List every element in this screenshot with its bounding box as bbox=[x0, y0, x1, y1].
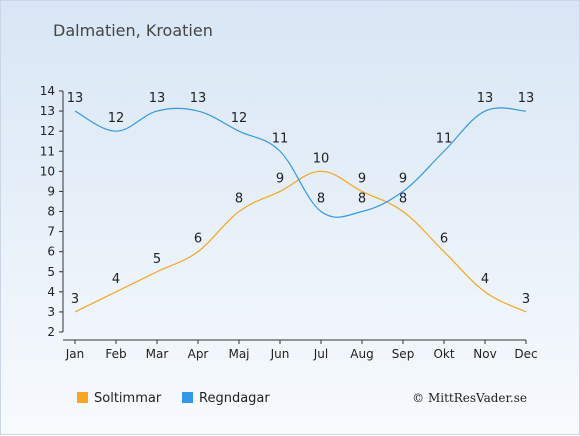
chart-title: Dalmatien, Kroatien bbox=[53, 21, 213, 40]
x-tick-label: Jul bbox=[313, 347, 328, 361]
series-line-soltimmar bbox=[74, 170, 527, 313]
data-label-regndagar: 11 bbox=[436, 131, 453, 146]
y-tick-label: 7 bbox=[47, 225, 55, 239]
y-tick-label: 5 bbox=[47, 265, 55, 279]
data-label-soltimmar: 8 bbox=[399, 192, 407, 207]
y-tick-label: 4 bbox=[47, 285, 55, 299]
legend-item-soltimmar: Soltimmar bbox=[77, 391, 161, 406]
data-label-soltimmar: 8 bbox=[235, 192, 243, 207]
x-tick-label: Jun bbox=[270, 347, 290, 361]
y-tick-label: 13 bbox=[40, 104, 55, 118]
y-tick-label: 8 bbox=[47, 205, 55, 219]
legend-label-regndagar: Regndagar bbox=[199, 391, 270, 406]
x-tick-label: Nov bbox=[473, 347, 496, 361]
y-tick-label: 11 bbox=[40, 144, 55, 158]
legend-swatch-soltimmar bbox=[77, 392, 88, 403]
x-tick-label: Jan bbox=[65, 347, 85, 361]
data-label-soltimmar: 9 bbox=[276, 171, 284, 186]
data-label-soltimmar: 3 bbox=[522, 292, 530, 307]
copyright-text: © MittResVader.se bbox=[412, 391, 527, 405]
y-tick-label: 9 bbox=[47, 184, 55, 198]
data-label-regndagar: 8 bbox=[358, 192, 366, 207]
data-label-regndagar: 13 bbox=[190, 91, 207, 106]
data-label-regndagar: 9 bbox=[399, 171, 407, 186]
x-tick-label: Okt bbox=[433, 347, 454, 361]
x-tick-label: Maj bbox=[228, 347, 249, 361]
data-label-regndagar: 12 bbox=[231, 111, 248, 126]
data-label-soltimmar: 6 bbox=[440, 232, 448, 247]
data-label-soltimmar: 6 bbox=[194, 232, 202, 247]
data-label-regndagar: 13 bbox=[477, 91, 494, 106]
data-label-regndagar: 13 bbox=[67, 91, 84, 106]
y-tick-label: 10 bbox=[40, 164, 55, 178]
y-tick-label: 2 bbox=[47, 325, 55, 339]
x-tick-label: Feb bbox=[105, 347, 126, 361]
y-tick-label: 3 bbox=[47, 305, 55, 319]
series-line-regndagar bbox=[74, 107, 527, 218]
data-label-soltimmar: 5 bbox=[153, 252, 161, 267]
data-label-regndagar: 12 bbox=[108, 111, 125, 126]
x-tick-label: Dec bbox=[514, 347, 537, 361]
data-label-soltimmar: 3 bbox=[71, 292, 79, 307]
data-label-soltimmar: 4 bbox=[481, 272, 489, 287]
legend-label-soltimmar: Soltimmar bbox=[94, 391, 162, 406]
data-label-regndagar: 11 bbox=[272, 131, 289, 146]
x-tick-label: Sep bbox=[392, 347, 415, 361]
data-label-soltimmar: 4 bbox=[112, 272, 120, 287]
legend-swatch-regndagar bbox=[182, 392, 193, 403]
y-tick-label: 6 bbox=[47, 245, 55, 259]
data-label-regndagar: 13 bbox=[518, 91, 535, 106]
data-label-regndagar: 8 bbox=[317, 192, 325, 207]
x-tick-label: Mar bbox=[146, 347, 169, 361]
y-tick-label: 12 bbox=[40, 124, 55, 138]
data-label-regndagar: 13 bbox=[149, 91, 166, 106]
data-label-soltimmar: 9 bbox=[358, 171, 366, 186]
y-tick-label: 14 bbox=[40, 84, 55, 98]
x-tick-label: Apr bbox=[188, 347, 209, 361]
x-tick-label: Aug bbox=[350, 347, 373, 361]
legend-item-regndagar: Regndagar bbox=[182, 391, 270, 406]
data-label-soltimmar: 10 bbox=[313, 151, 330, 166]
